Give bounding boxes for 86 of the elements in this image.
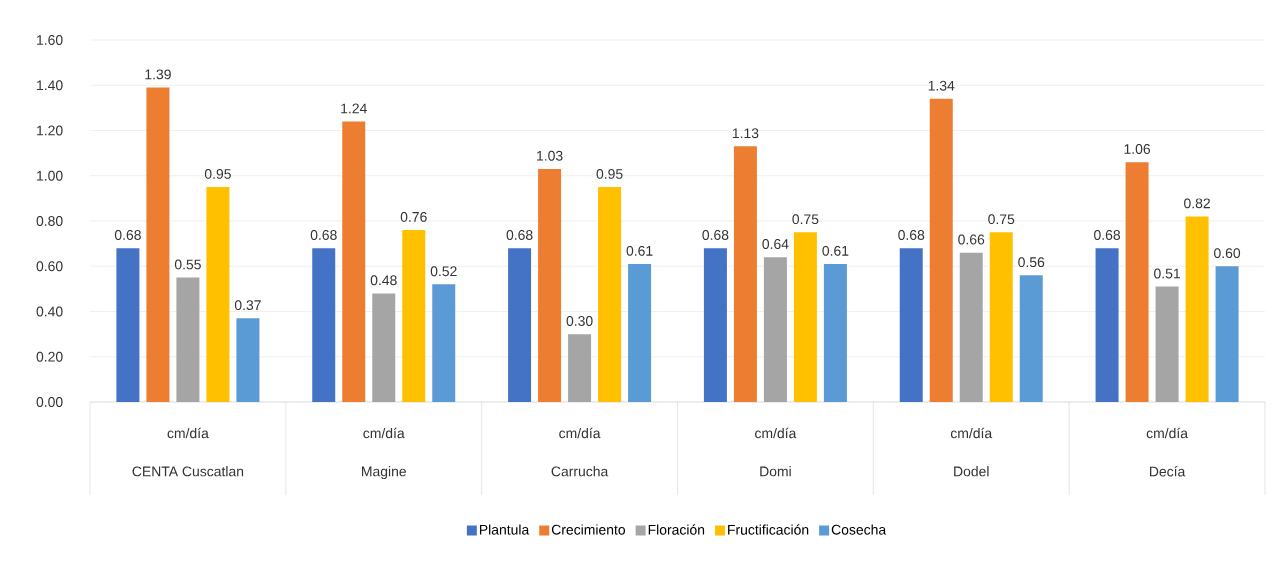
y-tick-label: 0.20 [36,351,63,362]
bar [538,168,562,402]
y-tick-label: 0.80 [36,216,63,226]
bar [763,257,787,402]
data-label: 0.37 [234,300,261,311]
data-label: 0.68 [114,230,141,240]
y-tick-label: 0.60 [36,261,63,272]
data-label: 0.95 [596,168,623,179]
text: cm/día [755,427,797,439]
text: cm/día [167,427,209,439]
data-label: 0.60 [1214,248,1241,259]
bar [206,187,230,402]
bar [793,232,817,402]
x-tick-label: Decía [1150,466,1186,477]
data-label: 0.61 [626,245,653,256]
bar [402,230,426,402]
data-label: 1.24 [341,103,367,114]
data-label: 0.48 [370,275,397,286]
bar [1215,266,1239,402]
data-label: 0.68 [310,230,337,240]
data-label: 0.64 [762,239,789,249]
data-label: 0.75 [792,214,819,225]
y-tick-label: 1.60 [37,35,63,45]
data-label: 0.51 [1154,268,1180,279]
data-label: 0.68 [1094,230,1121,240]
legend-label: Plantula [479,524,530,535]
bar [508,248,532,402]
data-label: 0.82 [1184,198,1210,209]
legend-label: Cosecha [831,524,887,535]
x-tick-label: CENTA Cuscatlan [132,466,244,477]
data-label: 1.39 [145,69,171,80]
bar [628,263,652,402]
bar [1095,248,1119,402]
bar [176,277,200,402]
x-tick-label: Carrucha [551,466,609,477]
y-tick-label: 0.00 [36,397,63,407]
data-label: 1.06 [1124,144,1151,154]
legend-label: Floración [648,524,705,535]
data-label: 0.76 [400,211,427,222]
data-label: 0.66 [958,234,985,245]
bar [823,263,847,402]
y-tick-label: 1.20 [37,125,63,136]
bar [929,98,953,402]
bar [372,293,396,402]
text: cm/día [559,427,601,439]
bar [1019,275,1043,402]
legend-label: Fructificación [728,524,809,535]
bar [342,121,366,402]
y-tick-label: 1.00 [37,170,63,181]
y-tick-label: 0.40 [36,306,63,317]
x-tick-label: Magine [362,466,406,480]
bar [703,248,727,402]
bar [568,334,592,402]
data-label: 1.34 [928,80,955,91]
data-label: 0.52 [430,266,457,277]
x-tick-label: Dodel [954,466,989,477]
bar [312,248,336,402]
bar [236,318,260,402]
data-label: 0.30 [566,316,593,326]
bar [116,248,140,402]
bar [1185,216,1209,402]
bar [598,187,622,402]
data-label: 1.03 [537,150,563,161]
bar [1125,162,1149,402]
data-label: 0.75 [988,214,1015,225]
x-tick-label: Domi [760,466,791,477]
data-label: 0.61 [822,245,849,256]
text: cm/día [363,427,405,439]
bar [959,252,983,402]
data-label: 0.55 [174,259,201,270]
data-label: 1.13 [732,128,759,139]
bar [1155,286,1179,402]
data-label: 0.68 [506,230,533,240]
bar [733,146,757,402]
legend-label: Crecimiento [551,524,626,535]
text: cm/día [1146,427,1189,439]
data-label: 0.68 [898,230,925,240]
text: cm/día [950,427,993,439]
bar [989,232,1013,402]
data-label: 0.95 [204,168,231,179]
y-tick-label: 1.40 [37,80,63,91]
data-label: 0.56 [1018,257,1045,268]
bar [146,87,170,402]
data-label: 0.68 [702,230,729,240]
bar [899,248,923,402]
bar [432,284,456,402]
